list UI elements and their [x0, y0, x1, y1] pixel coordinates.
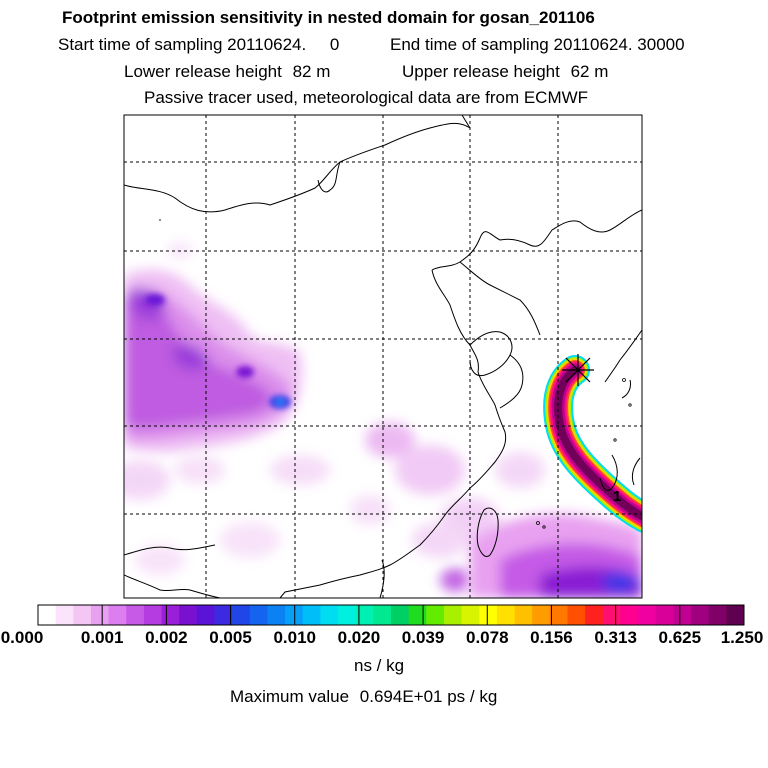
southeast-field	[470, 513, 642, 598]
maximum-value: Maximum value 0.694E+01 ps / kg	[230, 687, 497, 707]
colorbar-label: 0.039	[401, 628, 445, 647]
colorbar-swatch	[214, 605, 233, 625]
colorbar-swatch	[90, 605, 110, 625]
maximum-value-label: Maximum value	[230, 687, 350, 706]
colorbar-swatch	[514, 605, 533, 625]
coastlines	[124, 115, 642, 598]
colorbar-swatch	[320, 605, 339, 625]
colorbar-label: 0.005	[209, 628, 252, 647]
colorbar-swatch	[638, 605, 657, 625]
colorbar-swatch	[373, 605, 392, 625]
colorbar-swatch	[355, 605, 374, 625]
colorbar-swatch	[726, 605, 745, 625]
start-time-value: 20110624. 0	[227, 35, 340, 54]
upper-release-height: Upper release height 62 m	[402, 62, 608, 82]
release-marker: 1	[613, 488, 621, 505]
sensitivity-field	[124, 115, 642, 598]
colorbar-swatch	[232, 605, 251, 625]
colorbar-swatch	[338, 605, 357, 625]
colorbar-swatch	[461, 605, 480, 625]
colorbar-label: 0.313	[594, 628, 637, 647]
tracer-note: Passive tracer used, meteorological data…	[144, 88, 589, 107]
end-time: End time of sampling 20110624. 30000	[390, 35, 685, 55]
colorbar-swatch	[249, 605, 268, 625]
colorbar-swatch	[179, 605, 198, 625]
colorbar-swatch	[549, 605, 568, 625]
colorbar-label: 1.250	[720, 628, 764, 647]
colorbar-swatch	[691, 605, 710, 625]
colorbar-label: 0.000	[0, 628, 44, 647]
maximum-value-number: 0.694E+01 ps / kg	[359, 687, 498, 706]
lower-release-height: Lower release height 82 m	[124, 62, 330, 82]
colorbar-swatch	[126, 605, 145, 625]
colorbar-swatch	[38, 605, 57, 625]
upper-release-label: Upper release height	[402, 62, 560, 81]
map-title: Footprint emission sensitivity in nested…	[62, 8, 595, 27]
colorbar-label: 0.001	[80, 628, 124, 647]
lower-release-value: 82 m	[292, 62, 331, 81]
colorbar-swatch	[426, 605, 445, 625]
colorbar-swatch	[196, 605, 215, 625]
map-frame	[123, 114, 643, 599]
end-time-value: 20110624. 30000	[553, 35, 685, 54]
colorbar-swatch	[620, 605, 639, 625]
colorbar-unit: ns / kg	[354, 656, 405, 675]
colorbar-swatch	[73, 605, 92, 625]
colorbar-swatch	[302, 605, 321, 625]
colorbar-swatch	[143, 605, 163, 625]
colorbar-swatch	[285, 605, 304, 625]
colorbar-swatch	[55, 605, 74, 625]
colorbar-swatch	[567, 605, 586, 625]
star-icon	[562, 354, 594, 386]
colorbar-swatch	[479, 605, 498, 625]
small-islands	[536, 378, 632, 529]
start-time: Start time of sampling 20110624. 0	[58, 35, 339, 55]
colorbar	[37, 604, 745, 626]
end-time-label: End time of sampling	[390, 35, 549, 54]
trajectory-band	[543, 355, 642, 533]
graticule	[124, 115, 642, 598]
colorbar-frame	[37, 604, 745, 626]
upper-release-value: 62 m	[570, 62, 609, 81]
colorbar-label: 0.625	[658, 628, 702, 647]
colorbar-label: 0.078	[465, 628, 509, 647]
colorbar-label: 0.156	[530, 628, 573, 647]
colorbar-label: 0.020	[337, 628, 381, 647]
colorbar-swatch	[496, 605, 516, 625]
colorbar-label: 0.010	[273, 628, 316, 647]
colorbar-swatch	[108, 605, 127, 625]
colorbar-swatch	[408, 605, 427, 625]
colorbar-swatch	[708, 605, 727, 625]
colorbar-swatch	[391, 605, 410, 625]
plume-core	[145, 294, 291, 409]
scattered-patches	[124, 242, 545, 592]
colorbar-swatch	[267, 605, 286, 625]
colorbar-swatch	[532, 605, 551, 625]
colorbar-swatch	[602, 605, 621, 625]
lower-release-label: Lower release height	[124, 62, 282, 81]
colorbar-swatch	[585, 605, 604, 625]
colorbar-swatch	[673, 605, 692, 625]
colorbar-swatch	[655, 605, 674, 625]
colorbar-label: 0.002	[145, 628, 188, 647]
colorbar-swatch	[161, 605, 180, 625]
start-time-label: Start time of sampling	[58, 35, 223, 54]
colorbar-swatch	[443, 605, 463, 625]
